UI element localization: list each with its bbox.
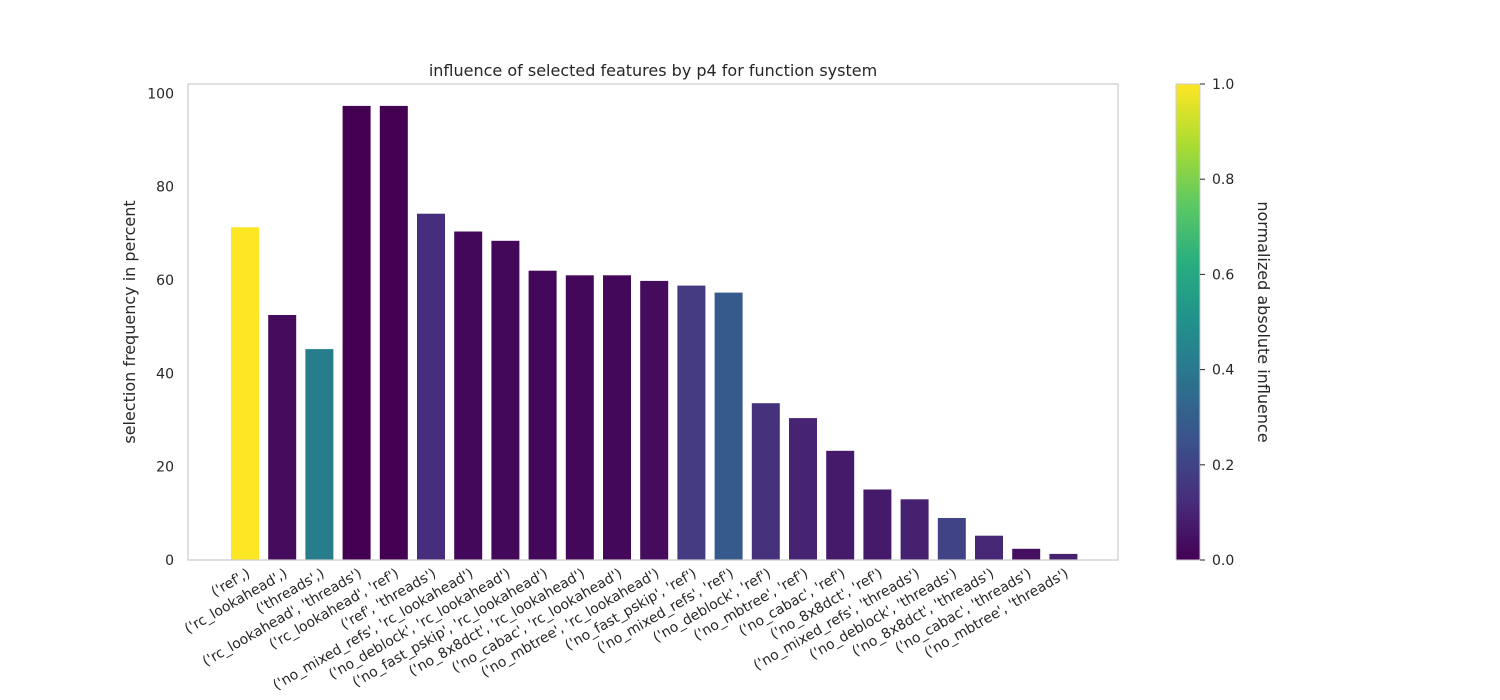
colorbar-tick-label: 0.2 xyxy=(1212,458,1234,474)
bar xyxy=(826,450,855,560)
bar xyxy=(379,105,408,561)
bar xyxy=(342,105,371,561)
bar xyxy=(1049,553,1078,560)
bar xyxy=(305,349,334,560)
colorbar-tick-label: 0.0 xyxy=(1212,553,1234,569)
bars-group xyxy=(231,105,1078,561)
y-tick-label: 60 xyxy=(156,273,174,289)
plot-frame xyxy=(187,83,1119,561)
y-tick-label: 80 xyxy=(156,180,174,196)
colorbar xyxy=(1175,83,1201,561)
bar xyxy=(863,489,892,560)
y-tick-label: 40 xyxy=(156,366,174,382)
bar xyxy=(937,518,966,560)
colorbar-tick-label: 0.8 xyxy=(1212,172,1234,188)
bar xyxy=(751,403,780,560)
y-tick-label: 0 xyxy=(165,553,174,569)
bar xyxy=(677,285,706,560)
bar xyxy=(231,227,259,561)
y-ticks-group: 0 20 40 60 80 100 xyxy=(147,86,174,569)
colorbar-tick-label: 0.4 xyxy=(1212,363,1234,379)
bar xyxy=(975,535,1003,560)
bar xyxy=(789,418,817,560)
bar xyxy=(268,315,297,560)
y-tick-label: 100 xyxy=(147,86,174,102)
bar xyxy=(900,499,929,560)
bar xyxy=(491,240,520,561)
bar xyxy=(1012,548,1041,560)
colorbar-label: normalized absolute influence xyxy=(1254,201,1273,442)
y-axis-label: selection frequency in percent xyxy=(120,200,139,443)
chart-title: influence of selected features by p4 for… xyxy=(429,61,877,80)
colorbar-ticks-group: 0.0 0.2 0.4 0.6 0.8 1.0 xyxy=(1200,77,1234,569)
colorbar-tick-label: 1.0 xyxy=(1212,77,1234,93)
bar xyxy=(454,231,483,560)
colorbar-tick-label: 0.6 xyxy=(1212,267,1234,283)
bar xyxy=(565,275,594,560)
bar xyxy=(528,270,557,560)
y-tick-label: 20 xyxy=(156,460,174,476)
bar xyxy=(603,275,631,560)
bar xyxy=(417,213,445,560)
bar xyxy=(714,292,743,560)
bar xyxy=(640,280,669,560)
x-ticks-group: ('ref',)('rc_lookahead',)('threads',)('r… xyxy=(182,566,1071,694)
